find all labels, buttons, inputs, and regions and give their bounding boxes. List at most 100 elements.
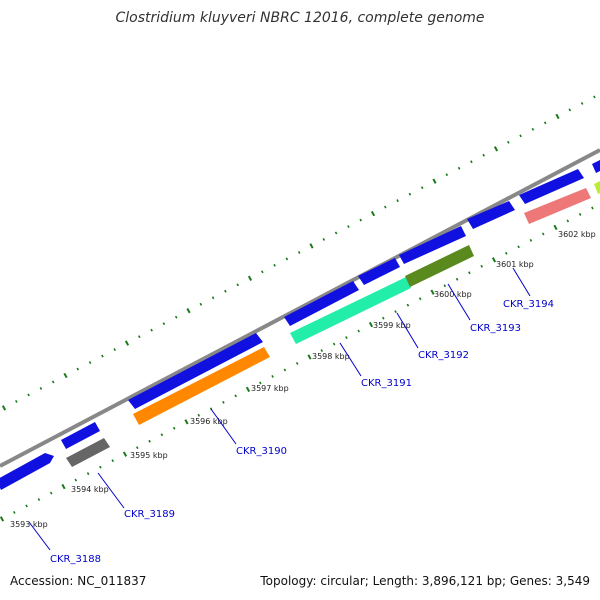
callout-line-ckr-3190 (210, 408, 237, 445)
inner-ring-tick (283, 368, 287, 372)
inner-ring-tick (368, 321, 374, 328)
outer-ring-tick (445, 173, 449, 177)
outer-ring-tick (174, 315, 178, 319)
outer-ring-tick (309, 243, 314, 249)
outer-ring-tick (63, 372, 68, 379)
kbp-label-3593: 3593 kbp (10, 520, 48, 529)
outer-ring-tick (76, 367, 80, 371)
outer-ring-tick (236, 283, 239, 287)
inner-ring-tick (49, 491, 53, 495)
outer-ring-tick (568, 108, 572, 112)
inner-ring-tick (345, 336, 348, 339)
forward-gene-block-8[interactable] (519, 169, 584, 204)
outer-tick-ring (1, 95, 596, 411)
inner-ring-tick (430, 289, 435, 295)
inner-ring-tick (480, 264, 484, 268)
gene-label-ckr-3192[interactable]: CKR_3192 (418, 350, 469, 361)
callout-line-ckr-3188 (28, 521, 51, 551)
forward-gene-block-7[interactable] (467, 201, 515, 229)
forward-gene-block-3[interactable] (128, 333, 263, 409)
genome-backbone (0, 148, 600, 468)
gene-ckr-3192[interactable] (405, 245, 474, 287)
inner-ring-tick (455, 277, 459, 281)
forward-gene-block-4[interactable] (284, 281, 359, 326)
inner-ring-tick (517, 245, 520, 249)
outer-ring-tick (493, 146, 499, 152)
gene-label-ckr-3193[interactable]: CKR_3193 (470, 323, 521, 334)
outer-ring-tick (162, 322, 166, 326)
inner-ring-tick (332, 342, 336, 346)
gene-label-ckr-3190[interactable]: CKR_3190 (236, 446, 287, 457)
outer-ring-tick (408, 192, 412, 196)
outer-ring-tick (506, 140, 510, 144)
inner-ring-tick (307, 354, 312, 360)
inner-ring-tick (320, 349, 324, 352)
outer-ring-tick (580, 102, 584, 105)
forward-strand-genes (0, 160, 600, 490)
forward-gene-block-9[interactable] (592, 160, 600, 173)
inner-ring-tick (37, 498, 41, 501)
gene-callout-labels: CKR_3188 CKR_3189 CKR_3190 CKR_3191 CKR_… (50, 299, 554, 565)
forward-gene-block-6[interactable] (399, 226, 466, 264)
inner-ring-tick (491, 257, 497, 263)
outer-ring-tick (457, 166, 461, 170)
gene-label-ckr-3188[interactable]: CKR_3188 (50, 554, 101, 565)
outer-ring-tick (39, 387, 43, 390)
outer-ring-tick (347, 225, 350, 228)
outer-ring-tick (297, 251, 301, 254)
outer-ring-tick (186, 308, 191, 314)
callout-line-ckr-3189 (97, 472, 125, 509)
gene-ckr-3191[interactable] (290, 277, 411, 344)
inner-ring-tick (86, 472, 90, 476)
callout-line-ckr-3191 (339, 342, 362, 377)
gene-ckr-3190[interactable] (133, 347, 270, 425)
outer-ring-tick (470, 160, 473, 164)
gene-ckr-3194[interactable] (524, 188, 591, 224)
inner-ring-tick (184, 419, 189, 425)
kbp-label-3594: 3594 kbp (71, 485, 109, 494)
inner-ring-tick (197, 413, 201, 417)
inner-tick-ring (0, 206, 594, 522)
outer-ring-tick (543, 121, 547, 125)
inner-ring-tick (468, 271, 471, 275)
inner-ring-tick (259, 381, 262, 385)
inner-ring-tick (0, 516, 5, 522)
map-title: Clostridium kluyveri NBRC 12016, complet… (115, 10, 485, 26)
outer-ring-tick (1, 405, 7, 411)
inner-ring-tick (234, 394, 237, 398)
inner-ring-tick (541, 232, 545, 236)
outer-ring-tick (273, 263, 276, 267)
gene-ckr-3189[interactable] (66, 438, 110, 467)
outer-ring-tick (285, 257, 289, 261)
outer-ring-tick (519, 134, 522, 138)
gene-label-ckr-3194[interactable]: CKR_3194 (503, 299, 554, 310)
inner-ring-tick (61, 483, 66, 490)
kbp-scale-labels: 3593 kbp 3594 kbp 3595 kbp 3596 kbp 3597… (10, 230, 596, 529)
gene-label-ckr-3191[interactable]: CKR_3191 (361, 378, 412, 389)
inner-ring-tick (382, 316, 385, 320)
inner-ring-tick (418, 297, 422, 301)
inner-ring-tick (295, 362, 299, 365)
outer-ring-tick (138, 335, 141, 339)
gene-yellow-green-partial[interactable] (594, 181, 600, 194)
inner-ring-tick (566, 219, 570, 223)
outer-ring-tick (15, 400, 18, 403)
forward-gene-block-1[interactable] (0, 453, 54, 490)
outer-ring-tick (420, 186, 424, 190)
outer-ring-tick (113, 348, 116, 351)
inner-ring-tick (357, 329, 360, 333)
outer-ring-tick (482, 153, 485, 157)
gene-label-ckr-3189[interactable]: CKR_3189 (124, 509, 175, 520)
kbp-label-3602: 3602 kbp (558, 230, 596, 239)
outer-ring-tick (593, 95, 596, 99)
inner-ring-tick (245, 386, 251, 393)
callout-line-ckr-3192 (396, 312, 419, 349)
inner-ring-tick (13, 511, 16, 514)
outer-ring-tick (199, 302, 203, 306)
forward-gene-block-5[interactable] (358, 258, 400, 285)
kbp-label-3596: 3596 kbp (190, 417, 228, 426)
kbp-label-3597: 3597 kbp (251, 384, 289, 393)
kbp-label-3601: 3601 kbp (496, 260, 534, 269)
forward-gene-block-2[interactable] (61, 422, 100, 449)
outer-ring-tick (224, 289, 227, 293)
